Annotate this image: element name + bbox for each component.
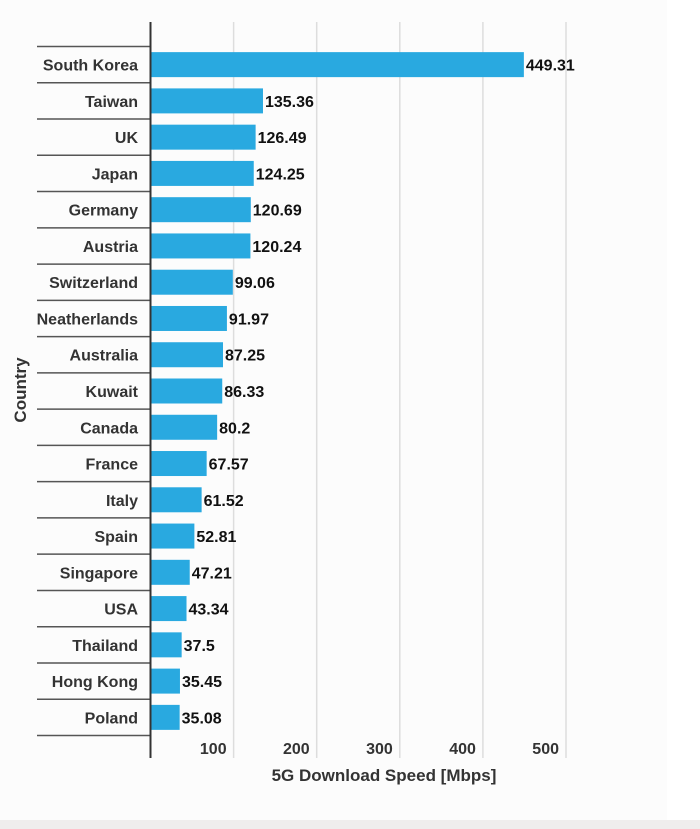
value-label: 126.49 [258,130,307,147]
bar [151,704,180,730]
category-label: Germany [69,203,138,220]
bar [151,487,202,513]
bar [151,305,227,331]
x-tick-labels: 100 200 300 400 500 [200,741,559,758]
value-label: 47.21 [192,565,232,582]
bar [151,632,182,658]
value-label: 35.08 [182,710,222,727]
category-label: Neatherlands [37,311,138,328]
value-label: 91.97 [229,311,269,328]
value-label: 120.24 [252,239,301,256]
value-label: 43.34 [189,602,229,619]
value-label: 80.2 [219,420,250,437]
x-axis-title: 5G Download Speed [Mbps] [272,766,497,785]
category-label: Austria [83,239,138,256]
row-separators [37,45,150,737]
value-label: 99.06 [235,275,275,292]
category-label: Singapore [60,565,138,582]
category-label: Italy [106,493,138,510]
value-label: 37.5 [184,638,215,655]
category-label: France [86,457,139,474]
value-label: 87.25 [225,348,265,365]
bar [151,233,251,259]
bar [151,596,187,622]
category-label: Taiwan [85,94,138,111]
x-tick-label: 400 [449,741,476,758]
value-label: 35.45 [182,674,222,691]
bar [151,52,524,78]
bar [151,160,254,186]
value-label: 449.31 [526,58,575,75]
x-tick-label: 200 [283,741,310,758]
category-label: Switzerland [49,275,138,292]
y-axis-title: Country [11,357,30,423]
value-label: 86.33 [224,384,264,401]
category-label: Australia [70,348,139,365]
value-label: 52.81 [196,529,236,546]
bar [151,668,180,694]
value-label: 61.52 [204,493,244,510]
bars [151,52,524,730]
value-labels: 449.31 135.36 126.49 124.25 120.69 120.24 99.0… [182,58,575,728]
category-label: South Korea [43,58,138,75]
bar [151,269,233,295]
bar [151,414,218,440]
gridlines [232,22,567,758]
category-labels: South Korea Taiwan UK Japan Germany Austria Sw… [37,58,139,728]
chart-panel [0,0,667,820]
bar [151,124,256,150]
category-label: Poland [85,710,138,727]
category-label: Japan [92,166,138,183]
bottom-strip [0,820,700,829]
category-label: USA [104,602,138,619]
category-label: Spain [94,529,138,546]
x-tick-label: 500 [532,741,559,758]
value-label: 124.25 [256,166,305,183]
category-label: Kuwait [86,384,139,401]
category-label: Hong Kong [52,674,138,691]
bar [151,523,195,549]
bar [151,88,263,114]
category-label: UK [115,130,139,147]
value-label: 120.69 [253,203,302,220]
x-tick-label: 300 [366,741,393,758]
bar [151,559,190,585]
bar [151,378,223,404]
category-label: Thailand [72,638,138,655]
bar [151,342,224,368]
x-tick-label: 100 [200,741,227,758]
value-label: 135.36 [265,94,314,111]
value-label: 67.57 [209,457,249,474]
bar [151,451,207,477]
bar [151,197,251,223]
category-label: Canada [80,420,138,437]
